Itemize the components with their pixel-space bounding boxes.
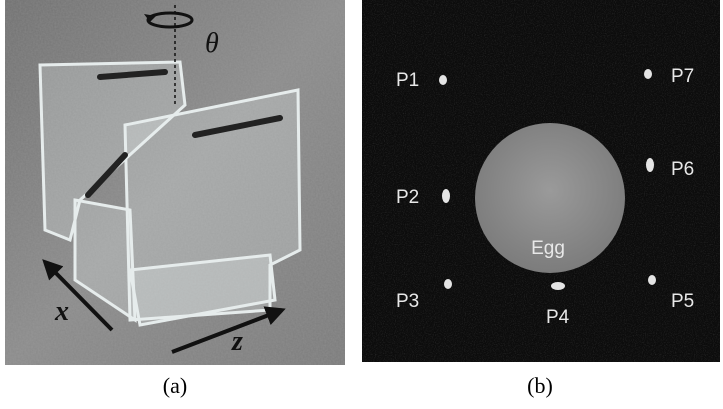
point-label: P5 [671,291,694,312]
mri-panel: Egg P1 P2 P3 P4 P5 P6 P7 [362,0,720,362]
egg-label: Egg [531,238,565,259]
point-label: P7 [671,66,694,87]
photo-panel: θ x z [5,0,345,365]
point-label: P2 [396,187,419,208]
point-label: P4 [546,307,570,328]
point-label: P1 [396,70,419,91]
figure: θ x z (a) Egg P1 P2 P3 P4 P5 P6 P7 (b) [0,0,723,409]
rotation-label: θ [205,28,219,59]
caption-a: (a) [163,373,187,398]
z-axis-label: z [231,326,243,357]
caption-b: (b) [527,373,553,398]
x-axis-label: x [54,296,69,327]
point-label: P3 [396,291,419,312]
point-label: P6 [671,159,694,180]
